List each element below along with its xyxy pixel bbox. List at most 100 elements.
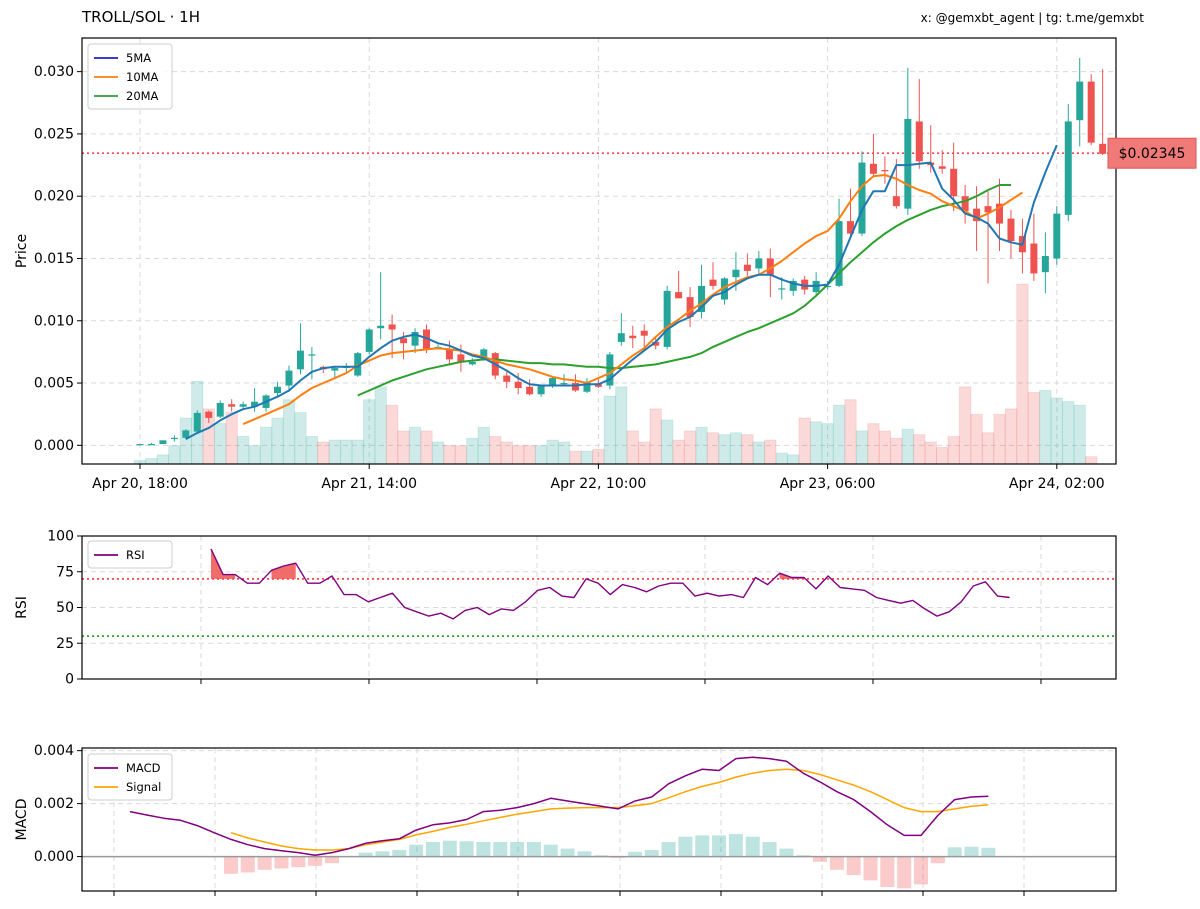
- candle-body: [193, 412, 201, 432]
- macd-histogram-bar: [459, 841, 474, 857]
- candle-body: [789, 280, 797, 291]
- volume-bar: [775, 452, 788, 465]
- volume-bar: [580, 450, 594, 465]
- candle-body: [182, 430, 190, 438]
- candle-body: [549, 378, 557, 386]
- price-legend-label: 10MA: [126, 70, 159, 84]
- volume-bar: [179, 417, 193, 465]
- macd-histogram-bar: [829, 856, 844, 870]
- volume-bar: [947, 435, 960, 465]
- rsi-frame: [81, 535, 1117, 680]
- volume-bar: [1084, 456, 1098, 465]
- rsi-overbought-fill: [271, 563, 296, 579]
- candle-body: [606, 354, 614, 386]
- volume-bar: [500, 441, 513, 465]
- candle-body: [1041, 255, 1049, 273]
- rsi-ytick-label: 25: [56, 636, 74, 652]
- rsi-ytick-label: 75: [56, 564, 74, 580]
- candle-body: [743, 264, 751, 271]
- candle-body: [285, 370, 293, 386]
- price-ytick-label: 0.015: [34, 251, 74, 267]
- candle-body: [468, 361, 476, 365]
- volume-bar: [168, 445, 181, 465]
- macd-histogram-bar: [392, 849, 407, 857]
- rsi-ytick-label: 100: [47, 529, 74, 545]
- volume-bar: [592, 448, 605, 465]
- candle-body: [514, 381, 522, 389]
- volume-bar: [615, 386, 628, 465]
- macd-histogram-bar: [695, 835, 710, 857]
- macd-histogram-bar: [476, 842, 491, 857]
- macd-histogram-bar: [308, 856, 323, 866]
- macd-histogram-bar: [375, 851, 390, 857]
- rsi-ytick-label: 50: [56, 600, 74, 616]
- volume-bar: [695, 426, 708, 465]
- volume-bar: [718, 434, 731, 465]
- macd-histogram-bar: [627, 851, 642, 857]
- price-ytick-label: 0.020: [34, 189, 74, 205]
- candle-body: [560, 383, 568, 385]
- volume-bar: [821, 423, 834, 465]
- macd-histogram-bar: [813, 856, 828, 862]
- candle-body: [205, 411, 213, 418]
- volume-bar: [638, 441, 651, 465]
- candle-body: [274, 386, 282, 393]
- candle-body: [675, 292, 683, 299]
- volume-bar: [924, 441, 937, 465]
- candle-body: [640, 330, 648, 336]
- candle-body: [881, 170, 889, 172]
- macd-histogram-bar: [240, 856, 255, 873]
- volume-bar: [214, 423, 227, 465]
- candle-body: [251, 401, 259, 407]
- volume-bar: [431, 441, 445, 465]
- price-panel: 0.000 0.005 0.010 0.015 0.020 0.025 0.030 Price…: [14, 37, 1197, 492]
- volume-bar: [271, 417, 284, 465]
- candle-body: [1087, 81, 1095, 143]
- price-xtick-label: Apr 21, 14:00: [321, 476, 417, 492]
- candle-body: [652, 341, 660, 346]
- volume-bar: [282, 399, 296, 465]
- credit-text: x: @gemxbt_agent | tg: t.me/gemxbt: [920, 11, 1144, 25]
- macd-histogram-bar: [324, 856, 339, 864]
- macd-histogram-bar: [678, 836, 693, 857]
- candle-body: [571, 383, 579, 391]
- candle-body: [720, 278, 728, 300]
- volume-bar: [1050, 397, 1063, 465]
- macd-histogram-bar: [257, 856, 272, 870]
- candle-body: [331, 368, 339, 371]
- macd-line: [129, 756, 989, 857]
- macd-histogram-bar: [526, 842, 541, 857]
- candle-body: [755, 258, 763, 269]
- macd-histogram-bar: [728, 834, 743, 857]
- candle-body: [423, 329, 430, 350]
- volume-bar: [328, 439, 342, 465]
- volume-bar: [603, 395, 617, 465]
- volume-bar: [489, 435, 502, 465]
- volume-bar: [420, 430, 433, 465]
- candle-body: [239, 404, 247, 407]
- volume-bar: [1027, 391, 1041, 465]
- price-legend-label: 20MA: [126, 89, 159, 103]
- volume-bar: [890, 437, 903, 465]
- candle-body: [938, 166, 946, 169]
- candle-body: [457, 354, 465, 362]
- candle-body: [1064, 121, 1072, 215]
- volume-bar: [958, 386, 972, 465]
- macd-ytick-label: 0.000: [34, 849, 74, 865]
- volume-bar: [534, 445, 548, 465]
- candle-body: [996, 203, 1003, 224]
- candle-body: [537, 385, 545, 395]
- macd-histogram-bar: [981, 847, 996, 857]
- volume-bar: [832, 404, 846, 465]
- chart-title: TROLL/SOL · 1H: [82, 8, 200, 26]
- candle-body: [296, 350, 304, 370]
- volume-bar: [374, 386, 387, 465]
- macd-legend-label: Signal: [126, 780, 161, 794]
- volume-bar: [340, 439, 353, 465]
- candle-body: [216, 402, 224, 417]
- volume-bar: [706, 432, 720, 465]
- macd-histogram-bar: [712, 835, 727, 857]
- macd-histogram-bar: [661, 842, 676, 857]
- price-ytick-label: 0.025: [34, 126, 74, 142]
